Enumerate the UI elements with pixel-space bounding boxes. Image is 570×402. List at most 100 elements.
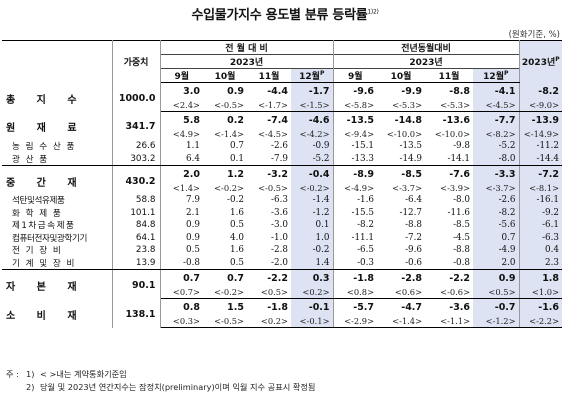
header-mom: 전 월 대 비 bbox=[160, 40, 334, 55]
mom-value: 0.5 bbox=[203, 256, 247, 270]
mom-contract-value: <-0.5> bbox=[258, 182, 288, 193]
footnote-index: 1) bbox=[26, 369, 35, 379]
yoy-contract-value: <-0.6> bbox=[425, 285, 474, 299]
yoy-contract-value: <-2.9> bbox=[333, 314, 378, 328]
row-label: 석탄및석유제품 bbox=[2, 194, 113, 207]
yoy-value: -15.1 bbox=[351, 141, 375, 152]
mom-contract-value: <-1.4> bbox=[214, 128, 244, 139]
mom-value: -0.4 bbox=[291, 165, 334, 181]
yoy-value: -7.2 bbox=[405, 232, 423, 243]
mom-value: -3.6 bbox=[271, 207, 288, 218]
mom-contract-value: <-4.2> bbox=[291, 127, 334, 140]
yoy-value: -3.3 bbox=[473, 165, 520, 181]
mom-contract-value: <1.4> bbox=[172, 182, 200, 193]
annual-value: 2.3 bbox=[519, 256, 563, 270]
row-weight: 64.1 bbox=[112, 231, 161, 244]
header-yoy-year: 2023년 bbox=[333, 54, 520, 69]
yoy-value: -0.7 bbox=[473, 298, 520, 314]
yoy-contract-value: <-8.2> bbox=[473, 127, 520, 140]
title-text: 수입물가지수 용도별 분류 등락률 bbox=[191, 8, 368, 23]
yoy-value: -11.6 bbox=[447, 207, 471, 218]
mom-value: 0.9 bbox=[227, 86, 244, 97]
yoy-value: -9.6 bbox=[405, 245, 423, 256]
mom-contract-value: <0.2> bbox=[291, 285, 334, 299]
footnote-1: 주 : 1) < >내는 계약통화기준임 bbox=[6, 368, 315, 381]
table-row: 중 간 재 430.2 2.0 1.2 -3.2 -0.4 -8.9 -8.5 -7.6 -3.3… bbox=[2, 165, 563, 194]
annual-contract-value: <-14.9> bbox=[519, 127, 563, 140]
yoy-value: -4.1 bbox=[473, 82, 520, 98]
annual-value: 0.4 bbox=[519, 244, 563, 257]
header-month-label: 10월 bbox=[214, 72, 236, 82]
mom-value: 1.2 bbox=[227, 169, 244, 180]
row-weight: 1000.0 bbox=[112, 82, 161, 112]
mom-value: -5.2 bbox=[291, 152, 334, 166]
mom-contract-value: <-0.5> bbox=[203, 98, 247, 112]
mom-value: 1.6 bbox=[230, 245, 244, 256]
yoy-value: -6.4 bbox=[405, 195, 423, 206]
yoy-contract-value: <0.5> bbox=[473, 285, 520, 299]
header-month: 9월 bbox=[160, 68, 203, 83]
row-label: 자 본 재 bbox=[2, 269, 113, 299]
annual-contract-value: <1.0> bbox=[519, 285, 563, 299]
row-label: 기 계 및 장 비 bbox=[2, 256, 113, 270]
mom-value: -0.2 bbox=[227, 195, 244, 206]
annual-value: 1.8 bbox=[519, 269, 563, 285]
mom-value: 0.8 bbox=[183, 302, 200, 313]
yoy-value: -6.5 bbox=[357, 245, 375, 256]
yoy-value: -8.2 bbox=[357, 220, 375, 231]
mom-contract-value: <-1.7> bbox=[247, 98, 291, 112]
mom-value: 1.5 bbox=[227, 302, 244, 313]
yoy-value: -1.8 bbox=[353, 273, 375, 284]
mom-value: 1.1 bbox=[186, 141, 200, 152]
annual-value: -1.6 bbox=[519, 298, 563, 314]
row-label: 컴퓨터전자및광학기기 bbox=[2, 231, 113, 244]
header-month: 9월 bbox=[333, 68, 378, 83]
mom-value: -3.2 bbox=[267, 169, 288, 180]
table-row: 자 본 재 90.1 0.7 0.7 -2.2 0.3 -1.8 -2.8 -2.2 0.9 1.8 bbox=[2, 269, 563, 299]
mom-value: 0.1 bbox=[291, 219, 334, 232]
annual-value: -16.1 bbox=[519, 194, 563, 207]
mom-value: 0.7 bbox=[227, 273, 244, 284]
row-label: 중 간 재 bbox=[2, 165, 113, 194]
mom-value: -0.9 bbox=[291, 140, 334, 153]
yoy-contract-value: <-1.1> bbox=[425, 314, 474, 328]
mom-contract-value: <0.2> bbox=[247, 314, 291, 328]
mom-value: 1.0 bbox=[291, 231, 334, 244]
table-row: 석탄및석유제품 58.8 7.9 -0.2 -6.3 -1.4 -1.6 -6.4 -8.0 -2… bbox=[2, 194, 563, 207]
mom-value: -1.8 bbox=[267, 302, 288, 313]
row-label: 농 림 수 산 품 bbox=[2, 140, 113, 153]
yoy-value: -8.5 bbox=[453, 220, 471, 231]
table-header: 가중치 전 월 대 비 전년동월대비 2023년P 2023년 2023년 9월 10월 11월… bbox=[2, 40, 563, 83]
yoy-contract-value: <-5.3> bbox=[425, 98, 474, 112]
yoy-value: -14.8 bbox=[394, 115, 423, 126]
yoy-value: -13.5 bbox=[399, 141, 423, 152]
table-row-contract-currency: <2.4> <-0.5> <-1.7> <-1.5> <-5.8> <-5.3> <-5.3… bbox=[2, 98, 563, 112]
yoy-value: -0.8 bbox=[425, 256, 474, 270]
row-weight: 138.1 bbox=[112, 298, 161, 328]
yoy-contract-value: <-3.9> bbox=[440, 182, 471, 193]
yoy-contract-value: <-1.4> bbox=[377, 314, 426, 328]
mom-value: 3.0 bbox=[183, 86, 200, 97]
yoy-value: -12.7 bbox=[399, 207, 423, 218]
row-weight: 84.8 bbox=[112, 219, 161, 232]
yoy-value: -8.8 bbox=[453, 245, 471, 256]
row-weight: 341.7 bbox=[112, 111, 161, 140]
mom-value: -3.0 bbox=[271, 220, 288, 231]
table-row: 기 계 및 장 비 13.9 -0.8 0.5 -2.0 1.4 -0.3 -0.6 -0.8 2… bbox=[2, 256, 563, 270]
title-footnote-mark: 1)2) bbox=[367, 8, 379, 16]
yoy-value: -2.6 bbox=[473, 194, 520, 207]
mom-contract-value: <0.5> bbox=[247, 285, 291, 299]
header-month: 12월P bbox=[291, 68, 334, 83]
yoy-contract-value: <-5.3> bbox=[377, 98, 426, 112]
header-annual-year: 2023년 bbox=[521, 58, 556, 69]
header-month-label: 12월 bbox=[299, 72, 320, 82]
mom-contract-value: <0.7> bbox=[160, 285, 203, 299]
row-weight: 90.1 bbox=[112, 269, 161, 299]
mom-contract-value: <-0.2> bbox=[291, 181, 334, 194]
import-price-table: 가중치 전 월 대 비 전년동월대비 2023년P 2023년 2023년 9월 10월 11월… bbox=[2, 40, 563, 328]
yoy-contract-value: <-5.8> bbox=[333, 98, 378, 112]
header-yoy: 전년동월대비 bbox=[333, 40, 520, 55]
header-annual: 2023년P bbox=[519, 40, 563, 83]
table-row-contract-currency: <1.4> <-0.2> <-0.5> <-0.2> <-4.9> <-3.7> <-3.9… bbox=[2, 181, 563, 194]
yoy-contract-value: <0.6> bbox=[377, 285, 426, 299]
